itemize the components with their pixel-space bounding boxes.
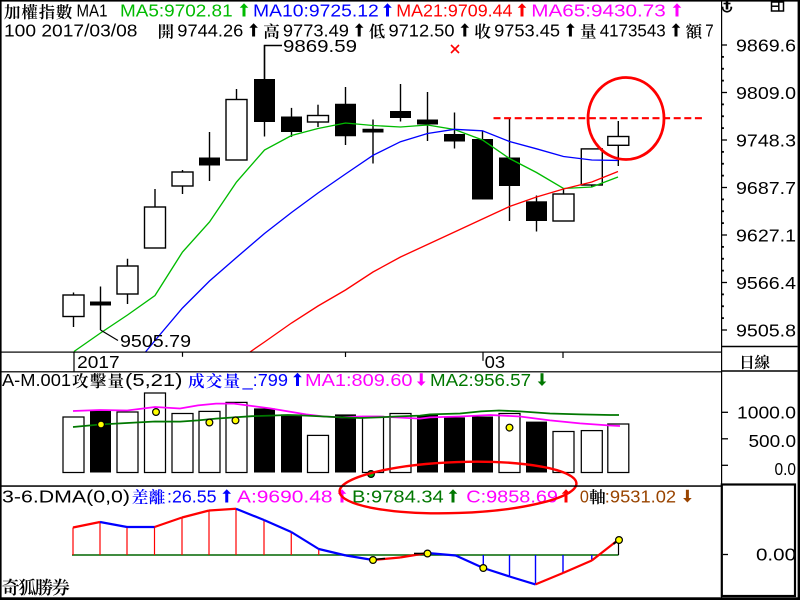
svg-text:9748.3: 9748.3 <box>736 131 796 151</box>
svg-text::9531.02: :9531.02 <box>605 487 676 507</box>
svg-text:9505.79: 9505.79 <box>120 331 191 351</box>
svg-text:MA10:9725.12: MA10:9725.12 <box>253 1 379 21</box>
svg-text:9753.45: 9753.45 <box>494 21 560 41</box>
svg-text:_:799: _:799 <box>242 370 288 391</box>
svg-text:1000.0: 1000.0 <box>737 403 796 423</box>
svg-text:MA65:9430.73: MA65:9430.73 <box>531 1 666 21</box>
svg-text:9627.1: 9627.1 <box>736 226 796 246</box>
svg-text:7: 7 <box>705 21 713 41</box>
svg-text:9687.7: 9687.7 <box>736 178 796 198</box>
svg-text:A:9690.48: A:9690.48 <box>237 487 333 507</box>
svg-text:9712.50: 9712.50 <box>389 21 455 41</box>
svg-text:4173543: 4173543 <box>600 21 666 41</box>
svg-text:9566.4: 9566.4 <box>736 273 796 293</box>
svg-text:C:9858.69: C:9858.69 <box>466 487 558 507</box>
svg-text:3-6.DMA(0,0): 3-6.DMA(0,0) <box>2 487 130 507</box>
svg-text:MA1: MA1 <box>77 1 108 21</box>
svg-text:0.00: 0.00 <box>756 545 796 565</box>
svg-text:MA21:9709.44: MA21:9709.44 <box>396 1 513 21</box>
svg-text:500.0: 500.0 <box>749 431 797 451</box>
svg-text:9869.6: 9869.6 <box>736 36 796 56</box>
svg-text:MA5:9702.81: MA5:9702.81 <box>120 1 233 21</box>
svg-text:9809.0: 9809.0 <box>736 83 796 103</box>
svg-text:9869.59: 9869.59 <box>283 36 357 56</box>
svg-text:2017: 2017 <box>77 352 120 372</box>
svg-text:MA1:809.60: MA1:809.60 <box>305 370 413 390</box>
svg-text::26.55: :26.55 <box>167 487 217 507</box>
svg-text:MA2:956.57: MA2:956.57 <box>430 370 531 390</box>
svg-text:100 2017/03/08: 100 2017/03/08 <box>4 21 138 41</box>
svg-text:0.0: 0.0 <box>775 459 797 479</box>
svg-text:9505.8: 9505.8 <box>736 321 796 341</box>
svg-text:A-M.001: A-M.001 <box>2 370 71 390</box>
svg-text:9773.49: 9773.49 <box>283 21 349 41</box>
svg-text:0: 0 <box>580 487 589 507</box>
svg-text:03: 03 <box>485 352 506 372</box>
svg-text:9744.26: 9744.26 <box>177 21 243 41</box>
svg-text:(5,21): (5,21) <box>125 370 183 390</box>
svg-text:B:9784.34: B:9784.34 <box>352 487 444 507</box>
